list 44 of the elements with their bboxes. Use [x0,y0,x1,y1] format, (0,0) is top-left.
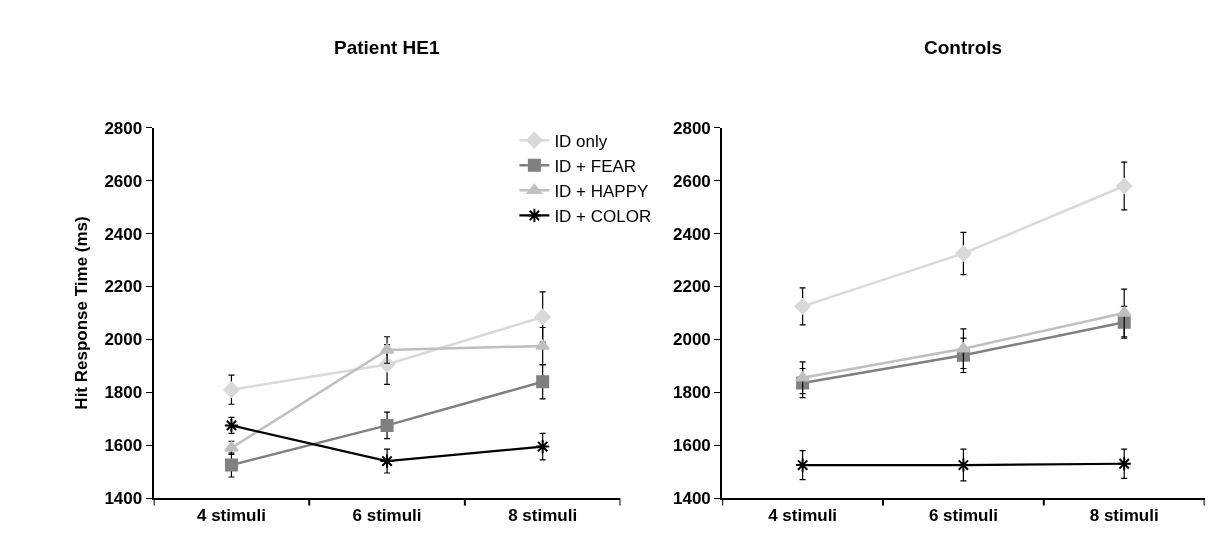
point [1116,456,1132,472]
chart-title: Controls [924,37,1003,58]
y-tick-label: 1400 [104,489,143,509]
chart-title: Patient HE1 [334,37,441,58]
y-tick-label: 1600 [672,436,711,456]
legend-label: ID only [554,131,608,151]
y-tick-label: 2200 [104,277,143,297]
x-tick-label: 8 stimuli [1089,505,1159,525]
x-tick-label: 4 stimuli [196,505,266,525]
point [536,375,550,389]
y-tick-label: 1600 [104,436,143,456]
point [956,342,971,353]
point [223,417,240,433]
legend-label: ID + HAPPY [554,181,649,201]
y-tick-label: 2800 [672,118,711,138]
point [534,308,551,326]
point [955,245,972,262]
point [794,298,811,315]
y-tick-label: 2400 [104,224,143,244]
y-tick-label: 2000 [104,330,143,350]
point [1116,177,1133,195]
x-tick-label: 6 stimuli [352,505,422,525]
x-tick-label: 8 stimuli [508,505,578,525]
point [224,458,238,472]
y-tick-label: 2000 [672,330,711,350]
y-tick-label: 2600 [104,171,143,191]
point [380,418,394,432]
y-tick-label: 2800 [104,118,143,138]
point [224,441,239,452]
y-tick-label: 2200 [672,277,711,297]
y-tick-label: 1800 [672,383,711,403]
x-tick-label: 4 stimuli [768,505,838,525]
point [795,371,810,382]
y-tick-label: 2600 [672,171,711,191]
point [379,453,395,469]
y-tick-label: 1400 [672,489,711,509]
y-tick-label: 1800 [104,383,143,403]
point [535,438,551,455]
y-tick-label: 2400 [672,224,711,244]
y-axis-title: Hit Response Time (ms) [72,216,92,410]
legend-label: ID + FEAR [554,156,637,176]
x-tick-label: 6 stimuli [928,505,998,525]
point [223,381,240,398]
legend-label: ID + COLOR [554,207,652,227]
